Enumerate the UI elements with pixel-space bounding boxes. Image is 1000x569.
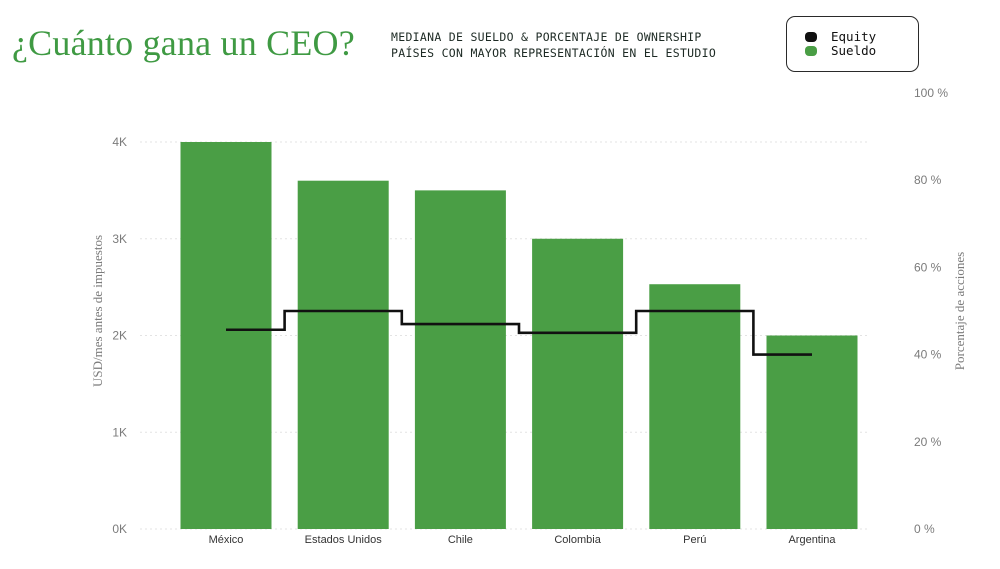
- y-tick-label: 2K: [112, 329, 127, 343]
- legend-swatch-sueldo: [805, 45, 817, 56]
- y2-tick-label: 20 %: [914, 435, 942, 449]
- x-tick-label: Perú: [683, 534, 706, 546]
- equity-step-line: [226, 309, 812, 356]
- y-tick-label: 4K: [112, 135, 127, 149]
- bar-0: [180, 142, 272, 529]
- x-tick-label: México: [209, 534, 244, 546]
- y2-tick-label: 40 %: [914, 348, 942, 362]
- bar-1: [297, 180, 389, 529]
- x-tick-label: Chile: [448, 534, 473, 546]
- chart-title: ¿Cuánto gana un CEO?: [12, 23, 355, 63]
- x-tick-label: Estados Unidos: [305, 534, 383, 546]
- bar-2: [414, 190, 506, 529]
- legend-item-equity: Equity: [805, 29, 876, 44]
- bar-3: [532, 238, 624, 529]
- legend-label-equity: Equity: [831, 29, 877, 44]
- legend-label-sueldo: Sueldo: [831, 43, 877, 58]
- bar-4: [649, 284, 741, 529]
- bar-5: [766, 335, 858, 529]
- y2-tick-label: 0 %: [914, 522, 935, 536]
- subtitle-line-2: PAÍSES CON MAYOR REPRESENTACIÓN EN EL ES…: [391, 46, 717, 60]
- y-tick-label: 0K: [112, 522, 127, 536]
- x-tick-label: Colombia: [554, 534, 601, 546]
- x-tick-label: Argentina: [788, 534, 836, 546]
- chart-subtitle: MEDIANA DE SUELDO & PORCENTAJE DE OWNERS…: [391, 29, 716, 61]
- legend-item-sueldo: Sueldo: [805, 43, 876, 58]
- y2-tick-label: 100 %: [914, 86, 948, 100]
- legend-swatch-equity: [805, 31, 817, 42]
- subtitle-line-1: MEDIANA DE SUELDO & PORCENTAJE DE OWNERS…: [391, 30, 702, 44]
- y2-tick-label: 80 %: [914, 173, 942, 187]
- chart-legend: Equity Sueldo: [786, 16, 919, 72]
- y-axis-label: USD/mes antes de impuestos: [90, 235, 105, 387]
- y-tick-label: 1K: [112, 425, 127, 439]
- y-tick-label: 3K: [112, 232, 127, 246]
- y2-axis-label: Porcentaje de acciones: [952, 252, 967, 370]
- y2-tick-label: 60 %: [914, 260, 942, 274]
